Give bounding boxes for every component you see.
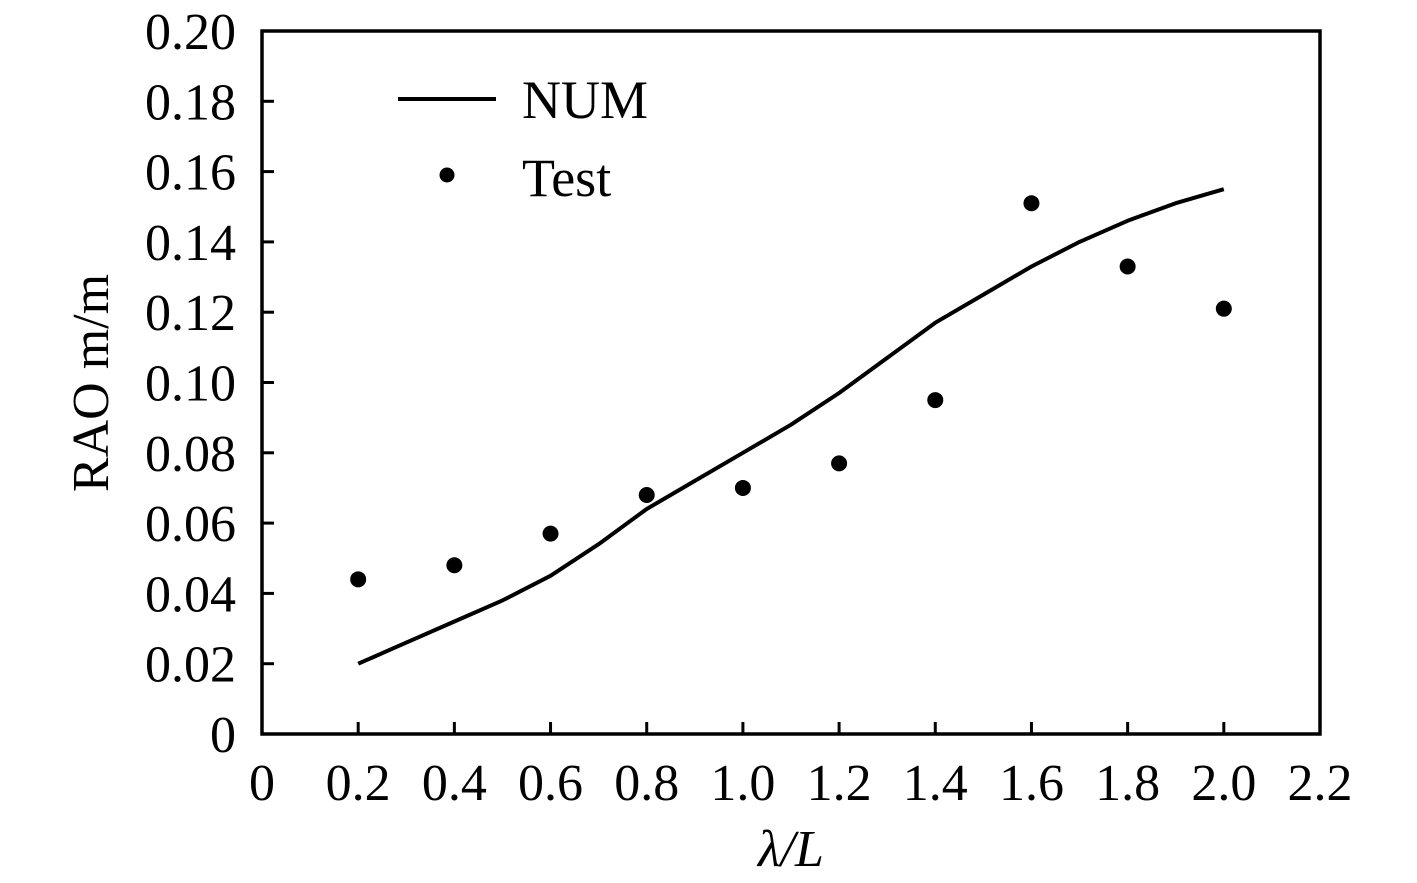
y-tick-label: 0.04 [145, 566, 236, 623]
y-tick-label: 0.08 [145, 426, 236, 483]
y-tick-label: 0.02 [145, 637, 236, 694]
x-tick-label: 0.6 [518, 755, 583, 812]
x-tick-label: 1.8 [1095, 755, 1160, 812]
test-data-point [1215, 300, 1232, 317]
test-data-point [1119, 258, 1136, 275]
x-tick-label: 0.2 [326, 755, 391, 812]
x-tick-label: 1.6 [999, 755, 1064, 812]
legend: NUM Test [398, 70, 648, 208]
y-tick-label: 0.12 [145, 285, 236, 342]
y-tick-label: 0.06 [145, 496, 236, 553]
test-data-point [350, 571, 367, 588]
y-tick-label: 0.16 [145, 145, 236, 202]
test-data-point [446, 557, 463, 574]
x-tick-label: 2.2 [1288, 755, 1353, 812]
x-axis-label: λ/L [756, 821, 824, 878]
legend-test-label: Test [522, 148, 611, 208]
x-tick-label: 1.2 [807, 755, 872, 812]
y-tick-label: 0.14 [145, 215, 236, 272]
y-tick-label: 0.20 [145, 4, 236, 61]
y-tick-label: 0.18 [145, 74, 236, 131]
num-series-line [357, 187, 1225, 666]
test-data-point [638, 486, 655, 503]
test-data-point [542, 525, 559, 542]
test-data-point [831, 455, 848, 472]
y-axis-ticks: 0 0.02 0.04 0.06 0.08 0.10 0.12 0.14 0.16 0.18 0.2… [145, 4, 274, 764]
y-tick-label: 0 [210, 707, 236, 764]
x-tick-label: 1.4 [903, 755, 968, 812]
y-axis-label: RAO m/m [63, 274, 120, 492]
y-tick-label: 0.10 [145, 356, 236, 413]
x-tick-label: 1.0 [710, 755, 775, 812]
x-tick-label: 0 [249, 755, 275, 812]
x-axis-ticks: 0 0.2 0.4 0.6 0.8 1.0 1.2 1.4 1.6 1.8 2.0 2.2 [249, 722, 1353, 812]
legend-test-marker [439, 167, 455, 183]
test-data-point [927, 392, 944, 409]
plot-area-frame [260, 29, 1322, 736]
x-tick-label: 2.0 [1191, 755, 1256, 812]
test-data-point [734, 479, 751, 496]
x-tick-label: 0.4 [422, 755, 487, 812]
series-layer [350, 187, 1232, 666]
test-data-point [1023, 195, 1040, 212]
legend-num-label: NUM [522, 70, 648, 130]
x-tick-label: 0.8 [614, 755, 679, 812]
